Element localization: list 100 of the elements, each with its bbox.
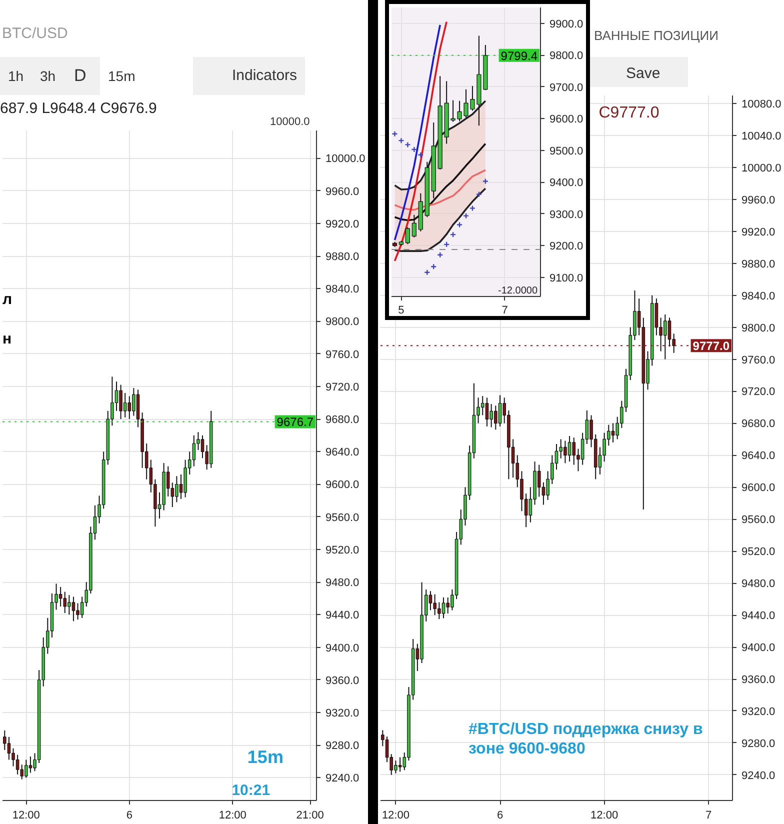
y-tick-label: 9500.0	[550, 145, 584, 158]
y-tick-label: 9800.0	[550, 50, 584, 62]
point	[411, 146, 418, 153]
annotation: #BTC/USD поддержка снизу в зоне 9600-9680	[468, 720, 703, 758]
text: 687.9 L9648.4 C9676.9	[0, 99, 157, 118]
y-tick-label: 9240.0	[326, 772, 360, 785]
y-tick-label: 9100.0	[550, 272, 584, 284]
y-tick-label: 9640.0	[326, 446, 360, 459]
candlestick	[192, 434, 196, 467]
candlestick	[72, 596, 76, 622]
y-tick-label: 9800.0	[326, 316, 360, 328]
y-tick-label: 9600.0	[742, 482, 776, 494]
x-tick-label: 21:00	[296, 810, 324, 822]
y-tick-label: 9800.0	[742, 322, 776, 334]
y-tick-label: 9640.0	[742, 450, 776, 462]
y-tick-label: 9400.0	[550, 177, 584, 190]
y-tick-label: 9440.0	[326, 610, 360, 622]
annotation: н	[2, 330, 12, 348]
candlestick	[485, 397, 489, 427]
y-tick-label: 9200.0	[550, 240, 584, 253]
x-tick-label: 5	[398, 304, 404, 316]
text: 15m	[108, 67, 136, 85]
y-tick-label: 9920.0	[326, 218, 360, 230]
annotation: C9777.0	[598, 104, 660, 122]
x-tick-label: 12:00	[590, 810, 618, 822]
y-tick-label: 9480.0	[742, 578, 776, 590]
y-tick-label: 9560.0	[326, 512, 360, 524]
candlestick	[405, 226, 410, 245]
y-tick-label: 9520.0	[742, 546, 776, 558]
y-tick-label: 9400.0	[742, 642, 776, 654]
text: 3h	[40, 67, 56, 85]
y-tick-label: 10000.0	[742, 162, 782, 174]
y-tick-label: 9880.0	[326, 251, 360, 264]
candlestick	[668, 317, 672, 347]
line-series	[394, 24, 441, 241]
candlestick	[663, 314, 667, 360]
y-tick-label: 10080.0	[742, 98, 782, 110]
ref-line-label: 9777.0	[692, 339, 730, 354]
y-tick-label: 9320.0	[742, 706, 776, 718]
text: D	[74, 65, 86, 86]
y-tick-label: 9560.0	[742, 514, 776, 526]
candlestick	[611, 422, 615, 443]
candlestick	[16, 754, 20, 775]
y-tick-label: 9680.0	[326, 414, 360, 426]
point	[398, 137, 404, 144]
annotation: 15m	[247, 746, 284, 767]
x-tick-label: 12:00	[218, 810, 246, 822]
y-tick-label: 9280.0	[326, 740, 360, 752]
y-tick-label: 9300.0	[550, 208, 584, 221]
line-series	[394, 188, 486, 252]
annotation: 10:21	[232, 782, 270, 799]
y-tick-label: 9440.0	[742, 610, 776, 622]
y-tick-label: 9400.0	[326, 642, 360, 654]
point	[456, 222, 463, 228]
y-tick-label: 9360.0	[742, 674, 776, 686]
text: 1h	[8, 67, 24, 85]
y-tick-label: 9700.0	[550, 82, 584, 94]
y-tick-label: 10040.0	[742, 130, 782, 142]
y-tick-label: 9520.0	[326, 544, 360, 556]
ref-line-label: 9799.4	[500, 48, 538, 63]
candlestick	[446, 596, 450, 614]
candlestick	[123, 392, 127, 418]
x-tick-label: 6	[126, 810, 132, 822]
candlestick	[128, 396, 132, 420]
candlestick	[119, 384, 122, 420]
x-tick-label: 12:00	[12, 810, 40, 822]
point	[436, 252, 444, 258]
point	[430, 264, 437, 270]
y-tick-label: 9360.0	[326, 674, 360, 687]
y-tick-label: 9880.0	[742, 258, 776, 270]
y-tick-label: 9900.0	[550, 18, 584, 30]
candlestick	[537, 464, 541, 498]
y-tick-label: 9960.0	[742, 194, 776, 206]
y-tick-label: 9320.0	[326, 707, 360, 720]
point	[443, 241, 450, 248]
point	[482, 178, 489, 184]
point	[404, 142, 411, 148]
candlestick	[63, 591, 67, 614]
candlestick	[498, 394, 502, 427]
y-tick-label: 9680.0	[742, 418, 776, 430]
candlestick	[58, 586, 62, 608]
y-tick-label: 9600.0	[326, 479, 360, 492]
point	[476, 191, 482, 198]
y-tick-label: 9840.0	[742, 290, 776, 302]
y-tick-label: 9760.0	[326, 348, 360, 361]
y-tick-label: 9240.0	[742, 770, 776, 782]
text: 10000.0	[270, 115, 310, 130]
text: ВАННЫЕ ПОЗИЦИИ	[594, 27, 718, 44]
candlestick	[568, 436, 572, 462]
y-tick-label: 10000.0	[326, 153, 366, 166]
candlestick	[7, 736, 11, 760]
annotation: л	[2, 290, 12, 308]
y-tick-label: 9960.0	[326, 186, 360, 198]
line-series	[394, 169, 486, 211]
y-tick-label: 9720.0	[742, 386, 776, 398]
x-tick-label: 12:00	[382, 810, 410, 822]
candlestick	[28, 756, 32, 774]
y-tick-label: 9280.0	[742, 738, 776, 750]
candlestick	[572, 437, 576, 466]
point	[424, 269, 430, 276]
